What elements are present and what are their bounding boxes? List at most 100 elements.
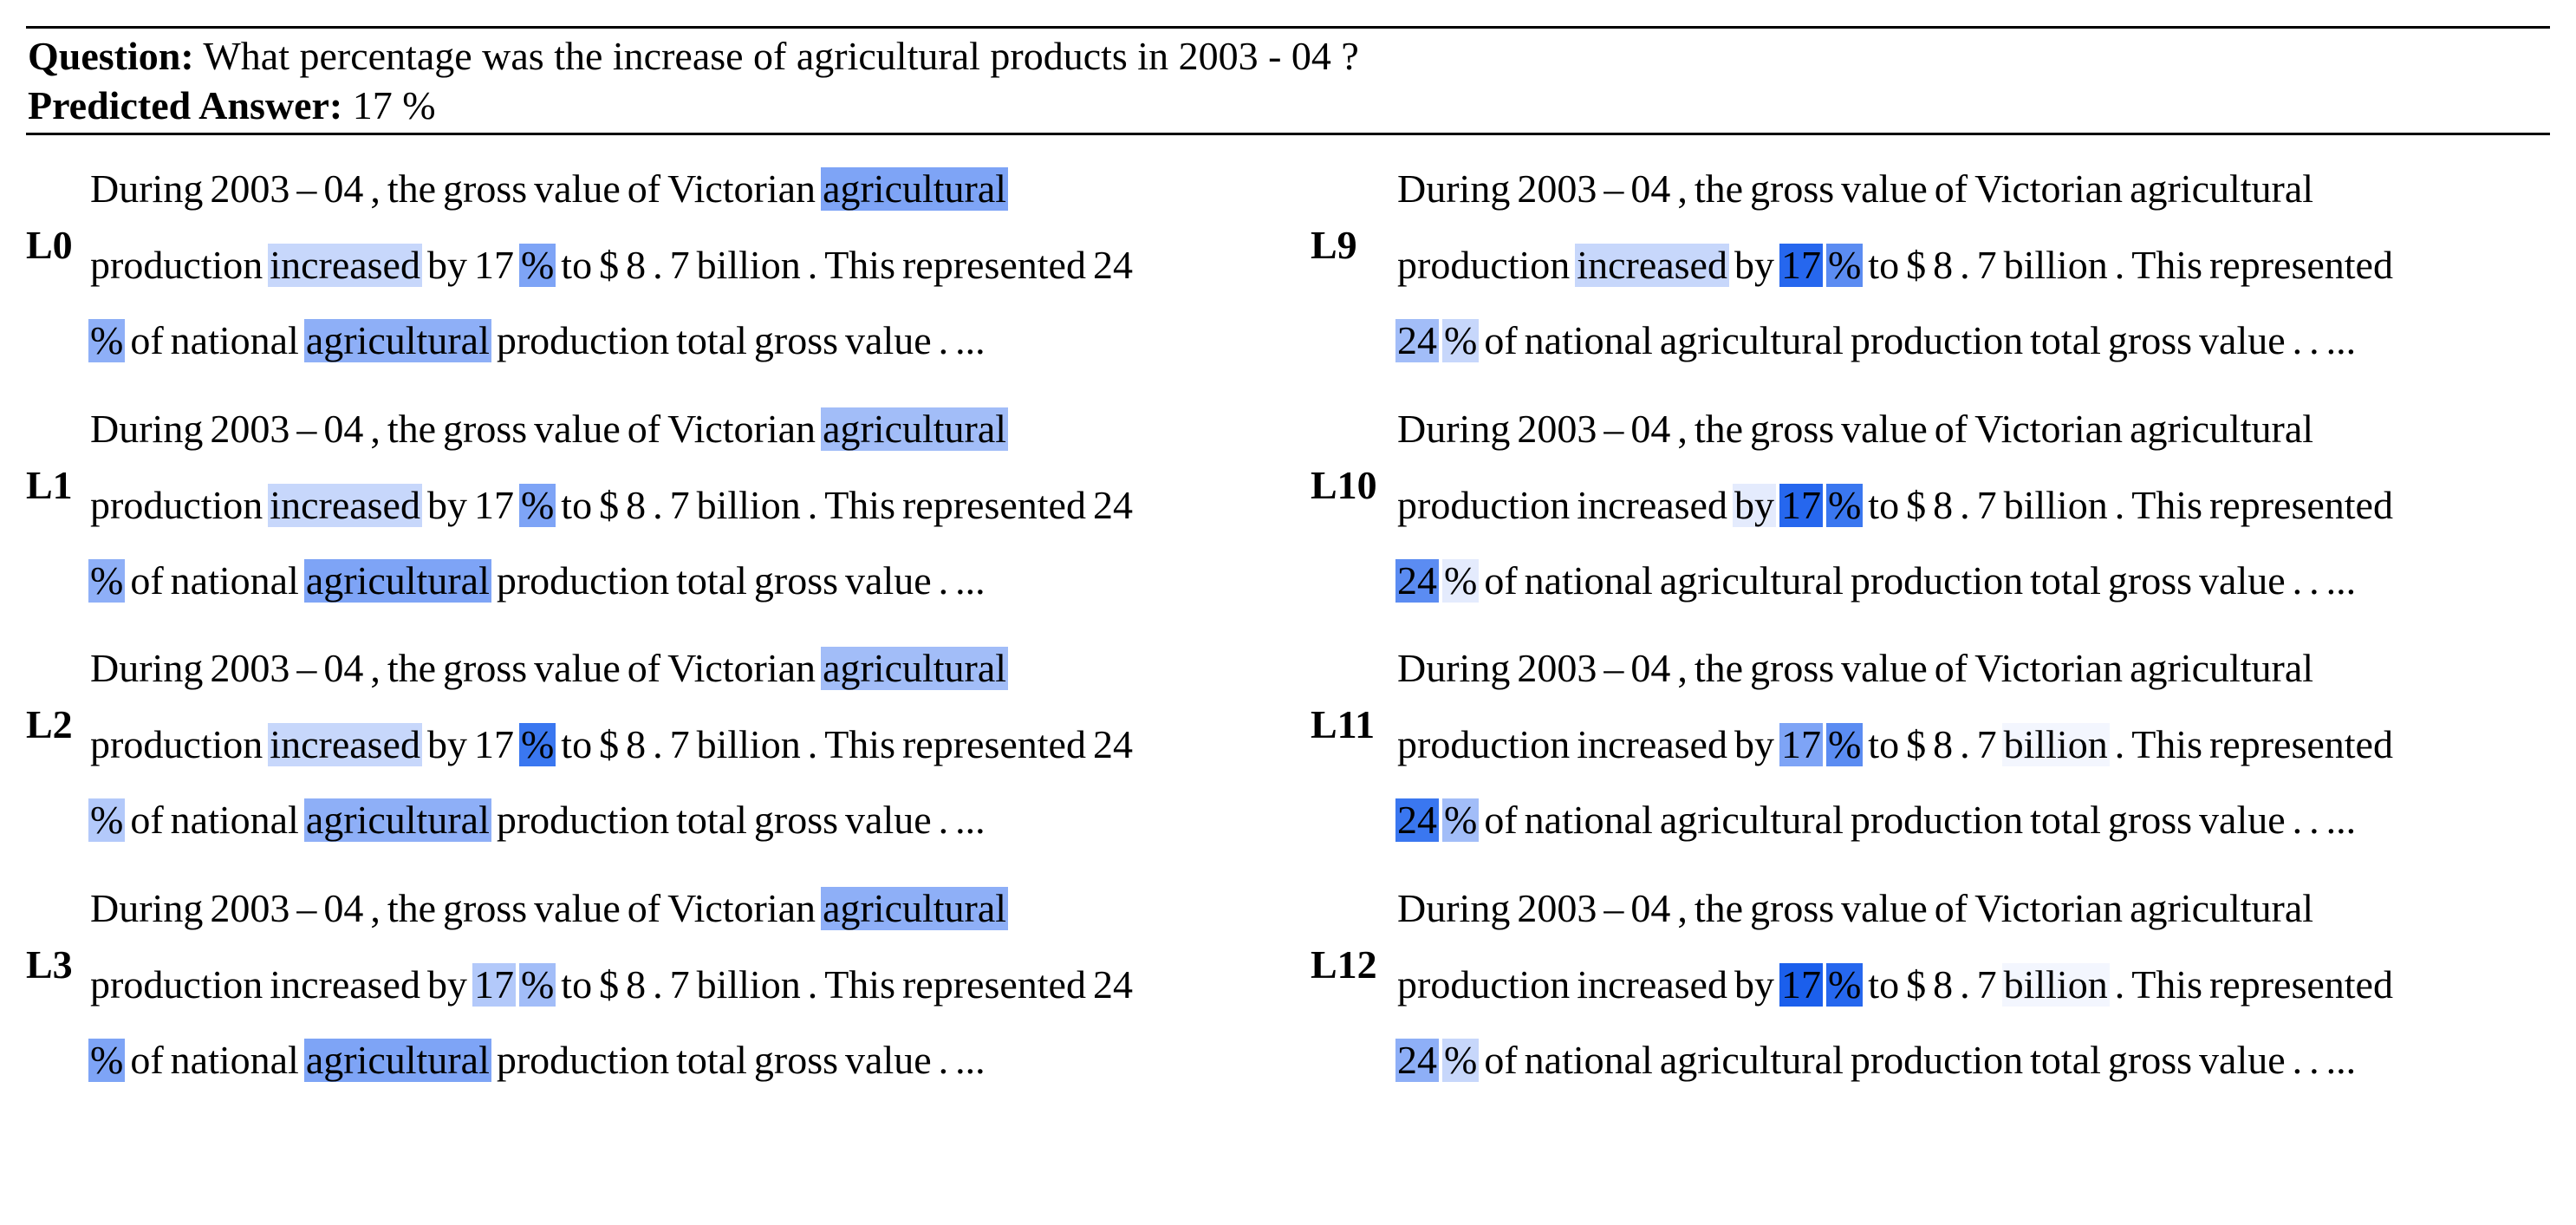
- token: agricultural: [821, 166, 1009, 211]
- token: Victorian: [1974, 886, 2124, 930]
- token: –: [296, 886, 317, 930]
- token: value: [534, 886, 621, 930]
- token: value: [534, 407, 621, 451]
- token: 7: [669, 961, 690, 1007]
- token: 04: [323, 407, 364, 451]
- token: of: [1934, 407, 1968, 451]
- layer-label: L2: [26, 702, 73, 746]
- token: value: [2199, 798, 2286, 843]
- token: represented: [901, 961, 1086, 1007]
- token: agricultural: [1659, 558, 1844, 603]
- passage-text: During 2003–04, the gross value of Victorian ag…: [1395, 151, 2395, 379]
- token: by: [1734, 721, 1774, 766]
- answer-text: 17 %: [352, 83, 436, 127]
- top-rule: [26, 26, 2550, 29]
- passage-line: % of national agricultural production total gr…: [88, 1022, 1135, 1098]
- token: represented: [2208, 721, 2393, 766]
- token: billion: [696, 721, 801, 766]
- passage-line: production increased by 17% to $8. 7 billion. Th…: [88, 947, 1135, 1023]
- token: the: [387, 407, 437, 451]
- token: ,: [370, 166, 381, 211]
- token: gross: [443, 886, 528, 930]
- passage-line: During 2003–04, the gross value of Victorian ag…: [1395, 151, 2395, 227]
- token: 7: [1976, 242, 1997, 287]
- token: %: [88, 798, 126, 843]
- layer-label: L11: [1311, 702, 1376, 746]
- token: .: [807, 961, 818, 1007]
- token: production: [496, 558, 670, 603]
- token: 17: [473, 721, 514, 766]
- token: .: [938, 558, 949, 603]
- token: total: [676, 318, 747, 363]
- token: by: [426, 242, 467, 287]
- token: value: [845, 558, 932, 603]
- token: Victorian: [1974, 166, 2124, 211]
- token: %: [1825, 721, 1864, 766]
- token: gross: [443, 166, 528, 211]
- token: 17: [1779, 961, 1823, 1007]
- token: total: [676, 1038, 747, 1083]
- token: value: [845, 1038, 932, 1083]
- token: to: [561, 721, 593, 766]
- token: gross: [753, 318, 839, 363]
- token: 7: [1976, 721, 1997, 766]
- token: This: [824, 242, 895, 287]
- token: 04: [323, 886, 364, 930]
- token: During: [90, 166, 204, 211]
- token: %: [88, 558, 126, 603]
- token: %: [518, 961, 556, 1007]
- token: production: [1850, 318, 2024, 363]
- token: 7: [1976, 961, 1997, 1007]
- token: ,: [1677, 166, 1688, 211]
- token: 24: [1092, 961, 1133, 1007]
- passage-line: production increased by 17% to $8. 7 billion. Th…: [88, 707, 1135, 783]
- token: .: [653, 242, 663, 287]
- passage-line: production increased by 17% to $8. 7 billion. Th…: [1395, 227, 2395, 303]
- token: 04: [323, 166, 364, 211]
- token: to: [561, 482, 593, 527]
- token: production: [90, 721, 263, 766]
- passage-line: production increased by 17% to $8. 7 billion. Th…: [88, 467, 1135, 544]
- token: production: [1850, 798, 2024, 843]
- passage-text: During 2003–04, the gross value of Victorian ag…: [1395, 630, 2395, 858]
- token: billion: [2001, 961, 2110, 1007]
- token: ...: [2326, 318, 2357, 363]
- token: $: [1906, 482, 1927, 527]
- passage-text: During 2003–04, the gross value of Victorian ag…: [88, 870, 1135, 1098]
- token: national: [170, 318, 299, 363]
- token: of: [1484, 318, 1518, 363]
- token: .: [807, 482, 818, 527]
- token: to: [561, 961, 593, 1007]
- token: .: [2114, 721, 2125, 766]
- token: of: [1934, 886, 1968, 930]
- token: .: [2292, 558, 2303, 603]
- token: value: [1841, 646, 1928, 690]
- passage-text: During 2003–04, the gross value of Victorian ag…: [1395, 391, 2395, 619]
- token: 17: [473, 242, 514, 287]
- question-label: Question:: [28, 34, 194, 78]
- token: value: [2199, 558, 2286, 603]
- token: represented: [901, 242, 1086, 287]
- token: of: [130, 798, 164, 843]
- token: the: [387, 646, 437, 690]
- question-line: Question: What percentage was the increa…: [28, 31, 1359, 81]
- token: .: [2309, 798, 2319, 843]
- token: by: [426, 482, 467, 527]
- token: During: [1397, 166, 1511, 211]
- token: 17: [1779, 482, 1823, 527]
- token: %: [1825, 242, 1864, 287]
- token: 8: [626, 242, 647, 287]
- token: Victorian: [667, 407, 816, 451]
- token: This: [2131, 721, 2202, 766]
- token: ...: [2326, 558, 2357, 603]
- token: agricultural: [303, 558, 491, 603]
- token: billion: [696, 482, 801, 527]
- token: production: [1397, 482, 1571, 527]
- passage-line: During 2003–04, the gross value of Victorian ag…: [88, 870, 1135, 947]
- token: national: [170, 798, 299, 843]
- token: by: [1732, 482, 1776, 527]
- token: .: [938, 318, 949, 363]
- passage-line: 24% of national agricultural production total…: [1395, 1022, 2395, 1098]
- token: During: [1397, 886, 1511, 930]
- token: agricultural: [821, 407, 1009, 451]
